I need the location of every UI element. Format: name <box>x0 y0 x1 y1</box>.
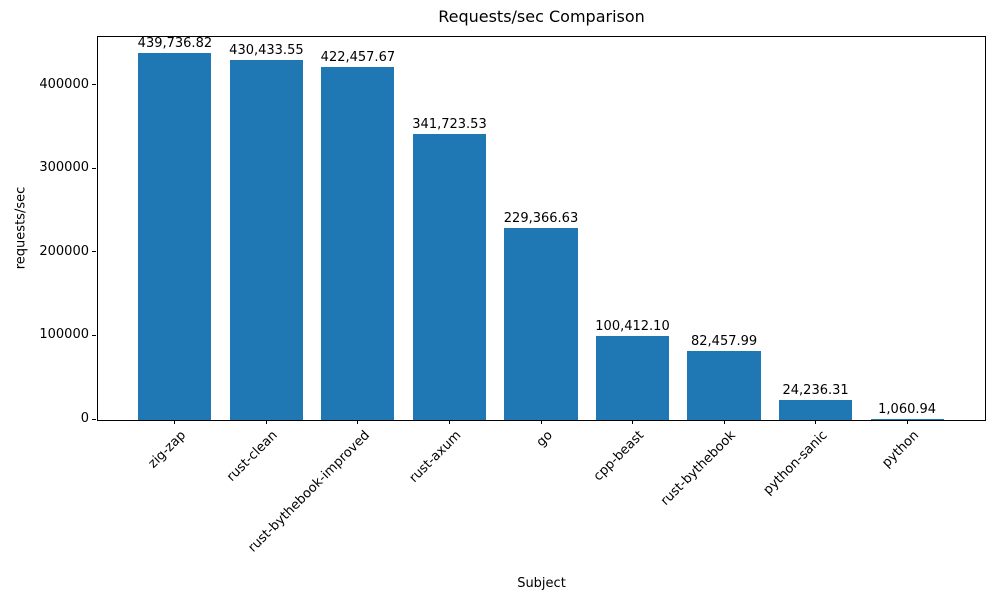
x-tick-label: rust-clean <box>224 428 281 485</box>
bar-value-label: 422,457.67 <box>320 50 396 65</box>
bar-rust-bythebook-improved <box>321 67 395 420</box>
bar-go <box>504 228 578 420</box>
y-tick-label: 0 <box>80 411 89 426</box>
x-tick-label: zig-zap <box>146 428 190 472</box>
x-tick-mark <box>265 420 267 424</box>
x-tick-mark <box>632 420 633 424</box>
bar-python <box>870 419 944 420</box>
x-tick-label: python <box>878 428 922 471</box>
x-tick-mark <box>449 420 450 424</box>
x-tick-mark <box>906 420 908 424</box>
chart-title: Requests/sec Comparison <box>438 7 645 26</box>
x-tick-mark <box>723 420 725 424</box>
bar-cpp-beast <box>595 336 670 420</box>
bar-value-label: 100,412.10 <box>595 319 670 335</box>
bar-rust-clean <box>229 60 303 420</box>
y-tick-label: 400000 <box>39 76 89 92</box>
x-tick-mark <box>540 420 542 424</box>
bar-value-label: 341,723.53 <box>412 117 487 133</box>
plot-area: 439,736.82 430,433.55 422,457.67 341,723.53… <box>97 36 986 421</box>
bar-value-label: 229,366.63 <box>503 211 579 227</box>
x-tick-label: cpp-beast <box>590 428 648 485</box>
bar-value-label: 82,457.99 <box>691 334 758 350</box>
x-tick-label: python-sanic <box>760 428 831 498</box>
y-tick-mark <box>92 334 96 336</box>
x-tick-label: rust-bythebook <box>658 428 739 509</box>
x-tick-label: rust-axum <box>406 428 465 486</box>
y-tick-label: 300000 <box>39 160 89 176</box>
bar-value-label: 24,236.31 <box>782 382 849 398</box>
x-tick-mark <box>357 420 359 424</box>
bar-value-label: 439,736.82 <box>137 35 213 51</box>
y-tick-mark <box>92 418 96 420</box>
x-tick-label: go <box>533 428 556 451</box>
y-tick-label: 200000 <box>39 243 89 259</box>
y-tick-mark <box>92 251 96 253</box>
bar-rust-axum <box>412 134 487 420</box>
bar-value-label: 1,060.94 <box>878 402 937 418</box>
y-tick-mark <box>92 167 96 169</box>
bar-zig-zap <box>138 52 212 420</box>
bar-rust-bythebook <box>687 351 761 420</box>
bar-value-label: 430,433.55 <box>229 43 304 59</box>
x-axis-label: Subject <box>517 576 566 591</box>
bar-python-sanic <box>779 399 853 420</box>
x-tick-mark <box>174 420 176 424</box>
x-tick-mark <box>815 420 817 424</box>
y-tick-mark <box>92 84 96 86</box>
y-tick-label: 100000 <box>39 327 89 343</box>
